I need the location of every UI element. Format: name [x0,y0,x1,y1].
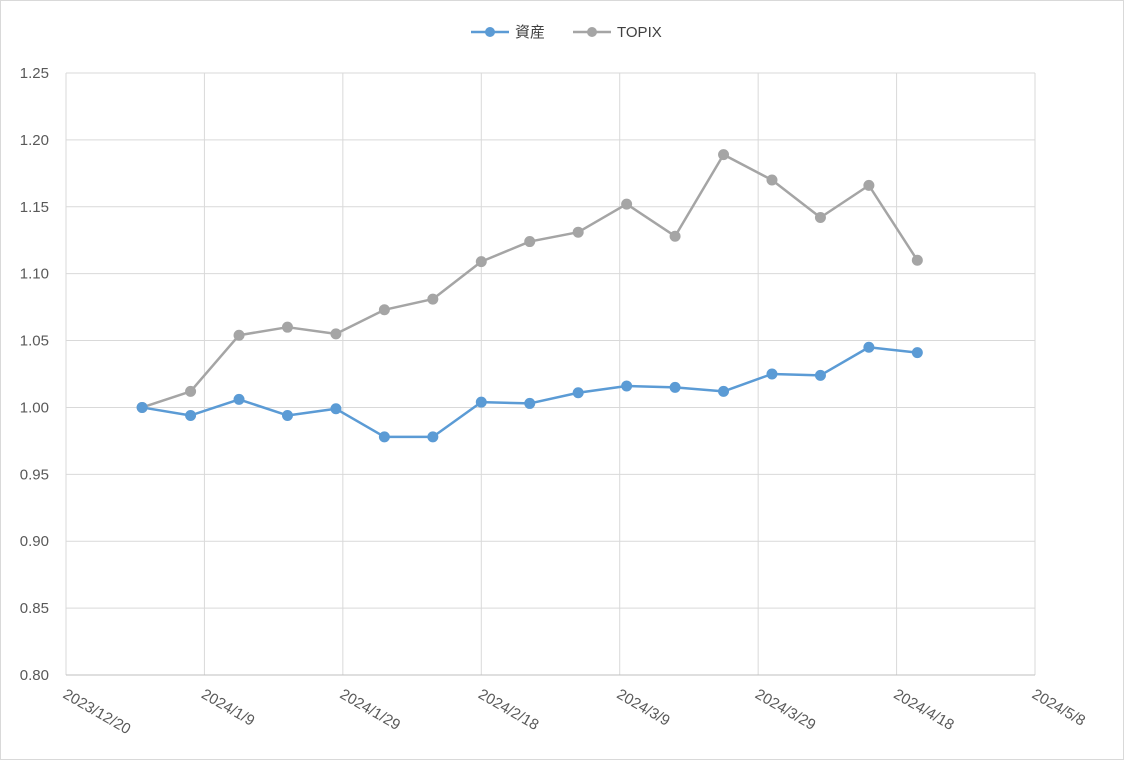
x-tick-label: 2023/12/20 [60,686,134,738]
data-point [185,409,197,421]
data-point [911,347,923,359]
data-point [524,236,536,248]
y-tick-label: 1.05 [20,333,49,350]
legend-label-1: TOPIX [617,24,662,41]
y-tick-label: 1.20 [20,132,49,149]
data-point [185,385,197,397]
data-point [814,369,826,381]
data-point [669,381,681,393]
series-line-1 [140,153,919,409]
x-tick-label: 2024/4/18 [891,686,957,734]
x-tick-label: 2024/1/29 [337,686,403,734]
y-tick-label: 1.15 [20,199,49,216]
data-point [330,328,342,340]
data-point [281,409,293,421]
data-point [718,149,730,161]
data-point [621,198,633,210]
data-point [378,304,390,316]
data-point [524,397,536,409]
data-point [572,387,584,399]
data-point [766,174,778,186]
data-point [136,401,148,413]
data-point [475,396,487,408]
legend: 資産 TOPIX [471,24,662,41]
y-tick-label: 1.25 [20,65,49,82]
data-point [427,431,439,443]
x-tick-label: 2024/1/9 [198,686,257,730]
series-line-0 [140,345,919,439]
x-tick-label: 2024/5/8 [1029,686,1088,730]
data-point [766,368,778,380]
data-point [911,254,923,266]
series-lines [136,149,923,443]
y-tick-label: 0.85 [20,600,49,617]
data-point [233,329,245,341]
legend-marker-0 [485,27,495,37]
data-point [863,179,875,191]
y-tick-label: 1.00 [20,399,49,416]
data-point [281,321,293,333]
x-tick-label: 2024/3/29 [752,686,818,734]
y-tick-label: 0.80 [20,667,49,684]
x-tick-label: 2024/2/18 [475,686,541,734]
y-tick-label: 0.95 [20,466,49,483]
data-point [233,393,245,405]
data-point [427,293,439,305]
data-point [669,230,681,242]
data-point [863,341,875,353]
y-tick-label: 0.90 [20,533,49,550]
data-point [621,380,633,392]
data-point [330,403,342,415]
data-point [378,431,390,443]
gridlines [66,72,1036,675]
legend-marker-1 [587,27,597,37]
data-point [475,256,487,268]
axes: 0.80 0.85 0.90 0.95 1.00 1.05 1.10 1.15 1.20 1.25… [20,65,1088,738]
x-tick-label: 2024/3/9 [614,686,673,730]
data-point [814,211,826,223]
y-tick-label: 1.10 [20,266,49,283]
data-point [718,385,730,397]
legend-label-0: 資産 [515,24,545,41]
data-point [572,226,584,238]
